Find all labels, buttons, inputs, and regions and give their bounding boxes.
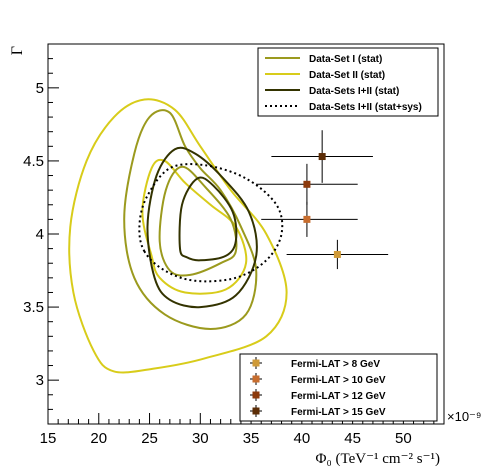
y-axis-label: Γ	[9, 46, 26, 55]
x-axis-label: Φ₀ (TeV⁻¹ cm⁻² s⁻¹)	[316, 451, 440, 467]
axes: 15 20 25 30 35 40 45 50 3 3.5 4 4.5 5	[23, 43, 445, 447]
x-tick-label: 50	[395, 430, 412, 447]
point-marker	[333, 250, 341, 258]
contour-legend-box	[257, 47, 439, 117]
x-tick-label: 30	[192, 430, 209, 447]
x-tick-label: 25	[141, 430, 158, 447]
contour-6	[178, 176, 238, 262]
y-tick-label: 3.5	[23, 299, 44, 316]
legend-label: Data-Sets I+II (stat)	[309, 86, 399, 97]
fermi-point-1	[286, 239, 389, 270]
contour-3	[123, 109, 258, 331]
y-tick-label: 3	[36, 372, 44, 389]
legend-label: Fermi-LAT > 10 GeV	[291, 375, 386, 386]
contour-1	[68, 98, 288, 374]
legend-marker	[252, 359, 260, 367]
contour-legend: Data-Set I (stat) Data-Set II (stat) Data-…	[257, 47, 439, 117]
legend-marker	[252, 407, 260, 415]
legend-label: Data-Sets I+II (stat+sys)	[309, 102, 422, 113]
contour-layer	[68, 98, 288, 374]
points-legend-box	[239, 353, 438, 422]
legend-label: Data-Set I (stat)	[309, 54, 382, 65]
point-marker	[303, 215, 311, 223]
contour-2	[141, 158, 248, 295]
fermi-point-3	[256, 163, 358, 205]
x-exponent-label: ×10⁻⁹	[447, 409, 481, 424]
legend-marker	[252, 375, 260, 383]
contour-7	[138, 163, 284, 283]
x-tick-label: 40	[294, 430, 311, 447]
y-tick-label: 5	[36, 80, 44, 97]
point-marker	[318, 153, 326, 161]
legend-label: Fermi-LAT > 12 GeV	[291, 391, 386, 402]
y-tick-label: 4.5	[23, 153, 44, 170]
legend-label: Fermi-LAT > 8 GeV	[291, 359, 380, 370]
point-marker	[303, 180, 311, 188]
legend-label: Data-Set II (stat)	[309, 70, 385, 81]
legend-label: Fermi-LAT > 15 GeV	[291, 407, 386, 418]
legend-marker	[252, 391, 260, 399]
y-tick-label: 4	[36, 226, 44, 243]
x-tick-label: 20	[90, 430, 107, 447]
x-tick-label: 45	[344, 430, 361, 447]
x-tick-label: 35	[243, 430, 260, 447]
points-legend: Fermi-LAT > 8 GeV Fermi-LAT > 10 GeV Fermi…	[239, 353, 438, 422]
x-tick-label: 15	[40, 430, 57, 447]
contour-5	[146, 146, 258, 309]
fermi-point-2	[261, 201, 358, 237]
fermi-point-4	[271, 130, 373, 183]
data-points-layer	[256, 130, 389, 270]
